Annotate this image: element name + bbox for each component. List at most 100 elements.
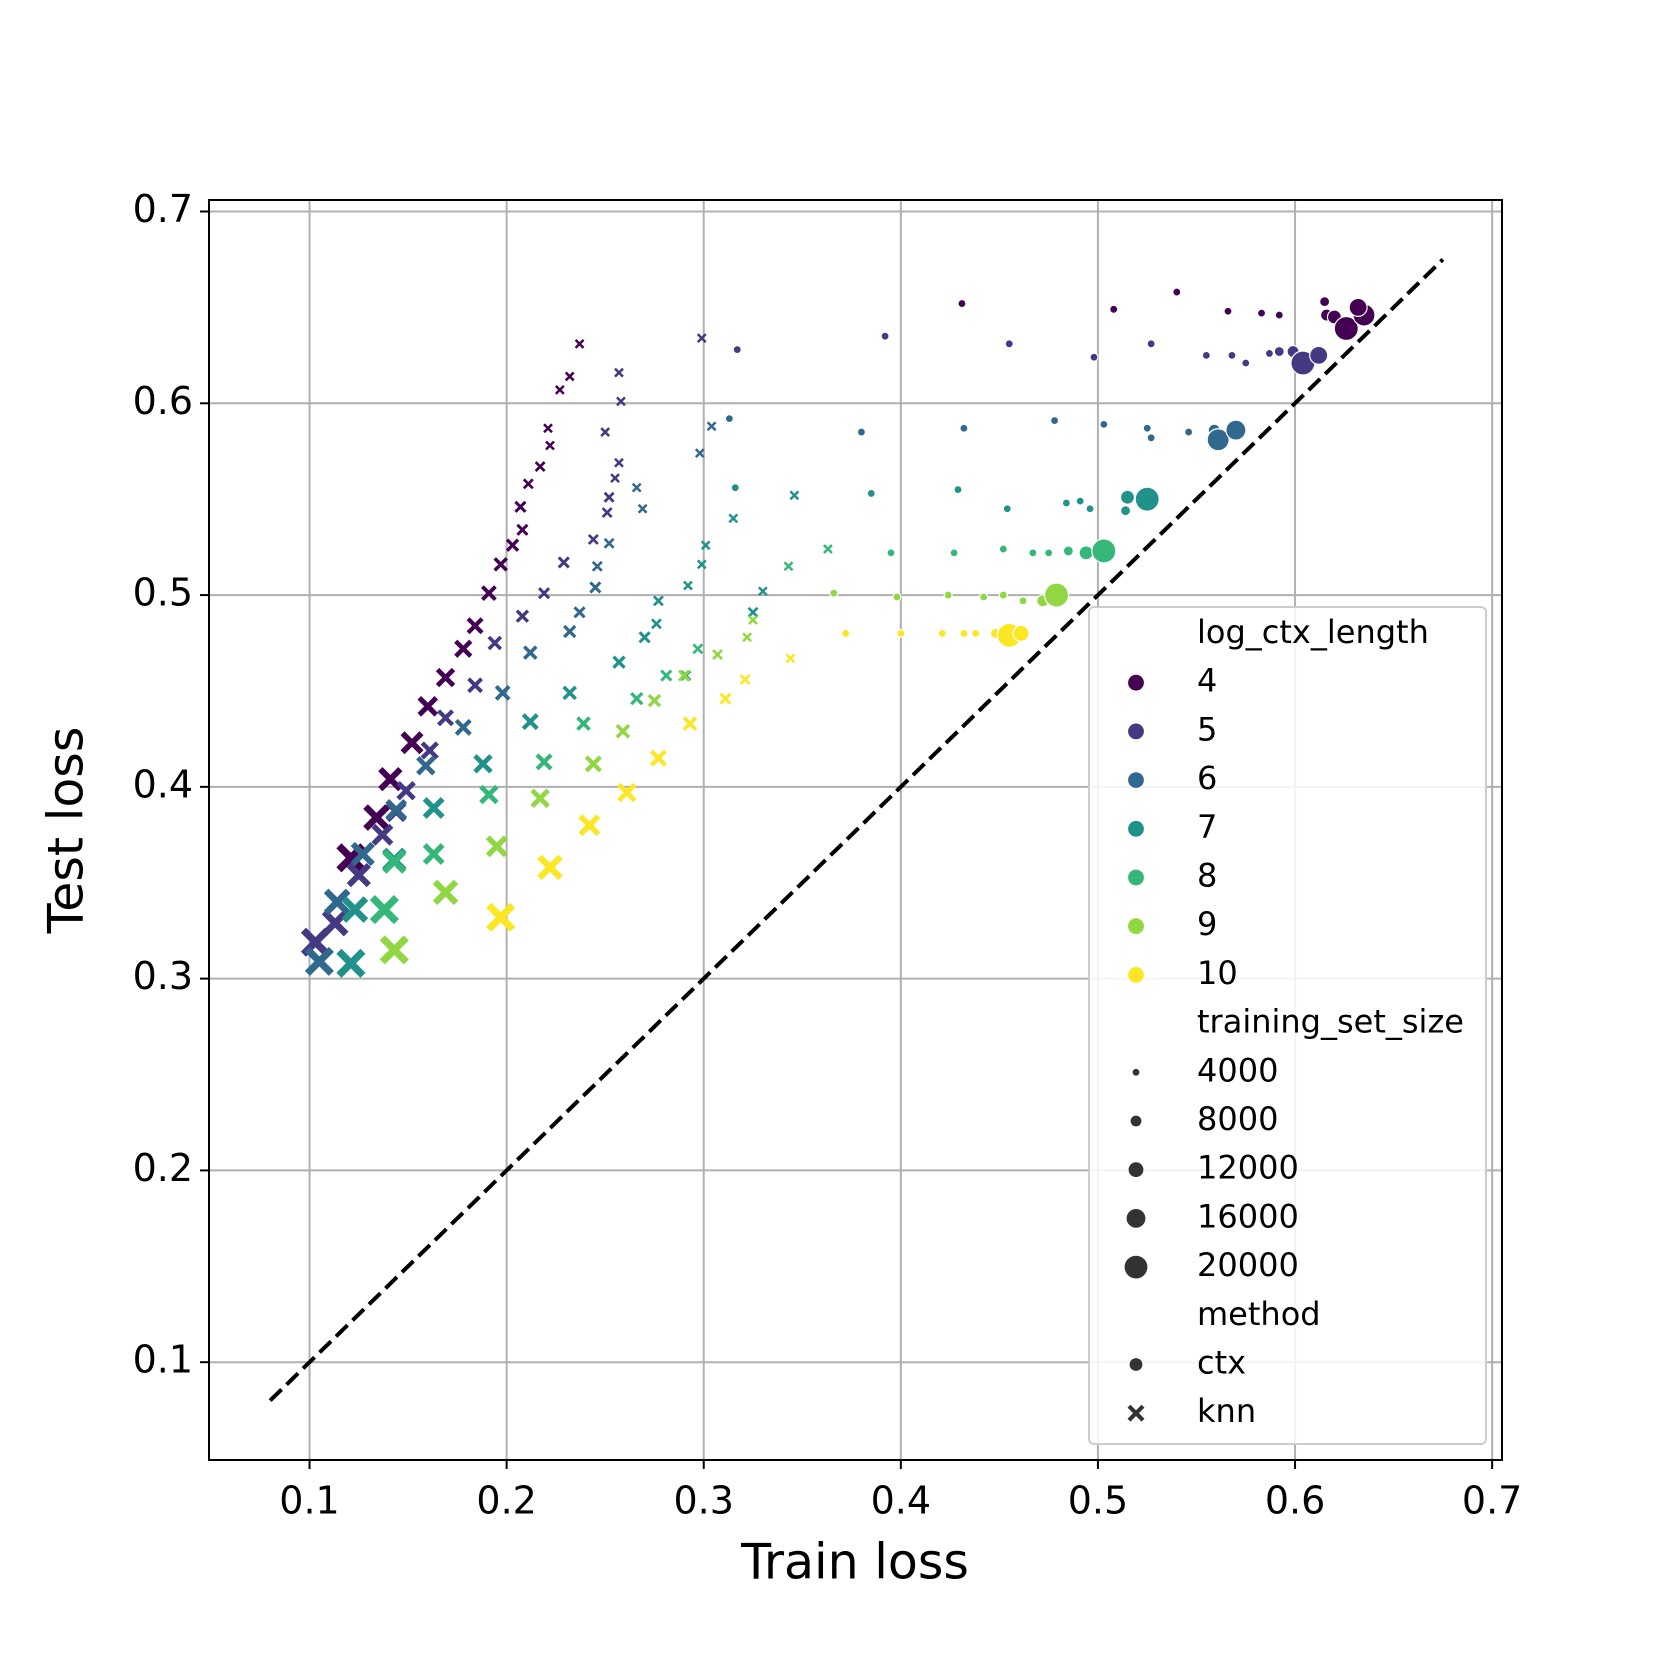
point <box>563 624 577 639</box>
point <box>971 628 981 639</box>
point <box>880 331 890 341</box>
point <box>371 823 394 846</box>
point <box>304 946 334 976</box>
point <box>724 414 734 424</box>
point <box>1274 310 1284 320</box>
point <box>696 559 707 570</box>
point <box>1146 339 1156 349</box>
point <box>614 367 624 378</box>
point <box>1223 306 1233 316</box>
legend-title: log_ctx_length <box>1197 613 1429 651</box>
point <box>486 902 516 932</box>
point <box>603 491 615 503</box>
legend-label: 10 <box>1197 954 1238 992</box>
point <box>416 756 436 776</box>
point <box>385 798 408 821</box>
point <box>467 677 483 694</box>
point <box>739 673 751 685</box>
point <box>1012 624 1030 643</box>
point <box>417 695 439 717</box>
point <box>323 888 351 916</box>
legend-style-marker <box>1128 1356 1144 1373</box>
point <box>1049 415 1060 426</box>
legend-style-marker <box>1127 1404 1145 1422</box>
point <box>535 753 553 771</box>
legend-label: 20000 <box>1197 1246 1299 1284</box>
point <box>696 333 707 343</box>
point <box>578 814 601 837</box>
legend-label: 5 <box>1197 710 1217 748</box>
point <box>591 560 603 572</box>
point <box>494 684 511 701</box>
point <box>336 948 366 978</box>
point <box>1075 496 1085 506</box>
point <box>959 423 969 433</box>
point <box>957 298 967 309</box>
legend-title: training_set_size <box>1197 1003 1464 1041</box>
point <box>1002 504 1012 514</box>
point <box>700 540 711 551</box>
point <box>979 592 989 602</box>
y-tick-label: 0.5 <box>133 571 193 615</box>
point <box>823 544 833 554</box>
point <box>379 935 409 965</box>
point <box>574 338 585 349</box>
point <box>892 592 902 602</box>
legend-label: 4000 <box>1197 1051 1278 1089</box>
point <box>1004 339 1014 349</box>
legend-label: 12000 <box>1197 1149 1299 1187</box>
y-tick-label: 0.2 <box>133 1146 193 1190</box>
legend-label: 16000 <box>1197 1197 1299 1235</box>
point <box>515 609 530 623</box>
point <box>829 588 839 598</box>
point <box>959 628 969 639</box>
point <box>562 685 577 701</box>
legend-label: 8 <box>1197 857 1217 895</box>
point <box>728 513 739 524</box>
point <box>564 371 575 382</box>
point <box>682 716 698 731</box>
point <box>1028 548 1038 558</box>
point <box>1078 545 1094 561</box>
legend-label: ctx <box>1197 1344 1246 1382</box>
point <box>732 344 742 355</box>
point <box>473 754 493 774</box>
legend-label: 4 <box>1197 662 1217 700</box>
point <box>396 780 416 801</box>
point <box>785 653 796 664</box>
point <box>1091 538 1117 564</box>
point <box>1061 498 1072 508</box>
point <box>694 448 705 459</box>
point <box>454 718 472 736</box>
point <box>1225 419 1247 441</box>
point <box>573 606 586 619</box>
point <box>432 879 459 906</box>
point <box>1201 350 1211 360</box>
legend-marker <box>1126 722 1146 741</box>
point <box>1319 296 1331 308</box>
point <box>998 590 1008 600</box>
point <box>650 618 662 630</box>
point <box>789 490 800 501</box>
point <box>422 797 445 819</box>
point <box>576 716 591 731</box>
point <box>630 691 644 706</box>
point <box>516 523 529 536</box>
point <box>420 741 439 760</box>
point <box>584 755 602 773</box>
point <box>649 749 667 767</box>
legend-label: knn <box>1197 1392 1256 1430</box>
point <box>692 643 704 655</box>
point <box>953 484 963 495</box>
legend-label: 9 <box>1197 905 1217 943</box>
point <box>1134 486 1160 512</box>
point <box>783 561 794 572</box>
point <box>712 649 723 660</box>
point <box>1348 297 1368 317</box>
point <box>400 731 424 755</box>
legend-title: method <box>1197 1295 1321 1333</box>
point <box>841 628 851 639</box>
point <box>530 788 550 809</box>
point <box>466 617 484 635</box>
point <box>485 835 508 858</box>
